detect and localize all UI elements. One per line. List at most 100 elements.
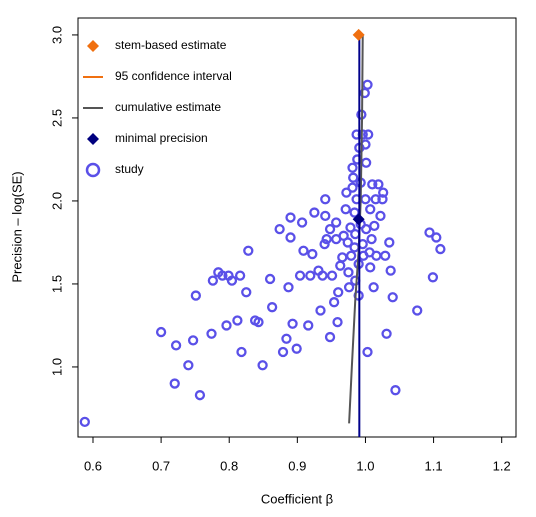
x-tick-label: 1.0 [356,458,374,473]
study-point [371,250,382,261]
study-point [387,292,398,303]
legend-label: stem-based estimate [115,38,227,52]
study-point [309,207,320,218]
study-point [375,210,386,222]
study-point [360,157,372,168]
y-tick-label: 2.5 [49,109,64,127]
study-point [241,287,252,298]
study-point [285,232,296,243]
study-point [187,335,199,346]
study-point [79,416,90,428]
study-point [274,224,285,235]
study-point [287,318,298,329]
study-point [367,179,378,190]
study-point [303,320,314,331]
study-point [343,282,355,293]
study-point [373,179,384,190]
study-point [362,79,373,90]
study-point [277,346,289,358]
x-tick-label: 0.8 [220,458,238,473]
diamond-point [352,213,365,226]
study-point [424,227,435,238]
study-point [377,194,388,205]
study-point [381,328,392,339]
study-point [331,217,342,228]
study-point [326,270,338,281]
study-point [385,265,396,276]
study-point [332,316,343,328]
study-point [183,360,194,371]
study-point [370,194,381,205]
study-point [360,224,372,235]
legend-label: 95 confidence interval [115,69,232,83]
study-point [431,232,442,243]
study-point [281,333,292,344]
study-point [427,272,439,283]
study-point [341,187,352,198]
y-tick-label: 1.0 [49,358,64,376]
study-point [320,194,331,205]
study-point [369,220,380,231]
study-point [266,302,278,313]
study-point [324,331,336,343]
study-point [390,385,401,396]
study-point [346,250,357,261]
study-point [435,243,446,255]
x-axis-label: Coefficient β [261,491,333,506]
study-point [343,267,354,278]
x-tick-label: 0.7 [152,458,170,473]
study-point [253,316,264,328]
study-point [170,340,182,351]
study-point [194,390,206,401]
study-point [283,282,294,293]
study-point [342,237,353,248]
study-point [360,194,371,205]
study-point [333,287,344,298]
study-point [217,270,228,281]
x-tick-label: 0.9 [288,458,306,473]
study-point [190,290,201,301]
legend-label: minimal precision [115,131,208,145]
legend-marker [85,162,101,178]
study-point [226,275,238,286]
study-point [347,182,358,193]
study-point [243,245,254,256]
study-point [321,233,332,245]
study-point [365,204,376,215]
study-point [236,346,247,358]
study-point [305,270,316,281]
study-point [384,237,395,248]
diamond-point [352,28,365,41]
study-point [298,245,309,256]
study-point [319,238,330,250]
study-point [366,233,377,245]
study-point [349,242,360,253]
study-point [348,172,359,183]
y-axis-label: Precision – log(SE) [9,171,24,282]
study-point [378,187,389,198]
study-point [347,162,358,173]
study-point [363,129,374,140]
y-tick-label: 1.5 [49,275,64,293]
study-point [257,360,268,371]
study-point [351,129,362,140]
study-point [412,305,423,316]
study-point [307,248,318,260]
study-point [350,228,361,240]
study-point [350,275,361,286]
y-tick-label: 2.0 [49,192,64,210]
study-point [285,212,296,223]
study-point [340,204,351,215]
study-point [320,210,331,222]
y-tick-label: 3.0 [49,26,64,44]
study-point [365,262,376,273]
study-point [328,297,340,308]
study-point [380,250,391,261]
study-point [362,346,373,358]
study-point [291,343,302,354]
legend-label: cumulative estimate [115,100,221,114]
study-point [221,320,232,331]
study-point [207,275,219,286]
study-point [315,305,326,316]
